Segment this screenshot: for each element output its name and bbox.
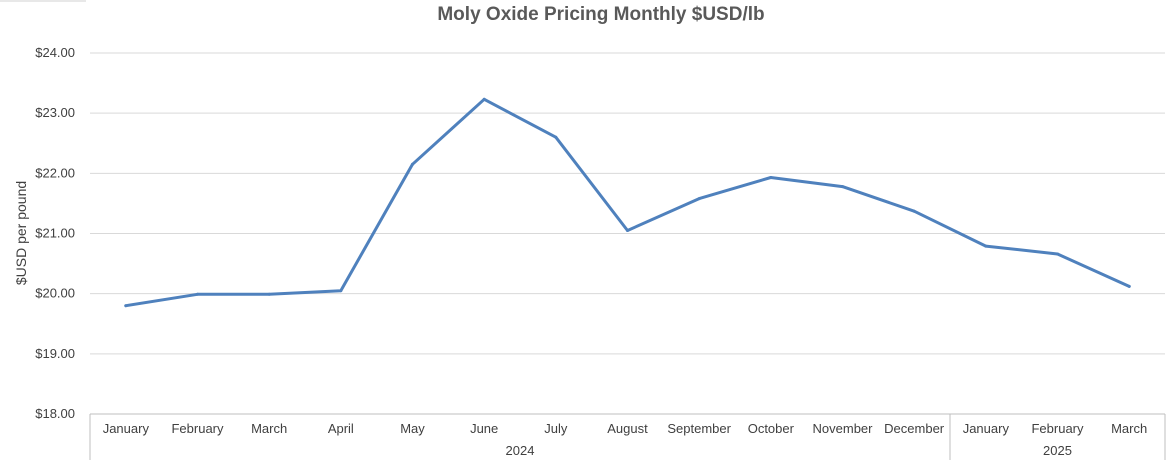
x-tick-label: January xyxy=(103,421,150,436)
y-tick-label: $20.00 xyxy=(35,286,75,301)
data-point xyxy=(411,162,414,166)
y-axis-title: $USD per pound xyxy=(13,181,29,285)
x-tick-label: July xyxy=(544,421,568,436)
data-point xyxy=(196,292,199,296)
x-tick-label: March xyxy=(251,421,287,436)
data-point xyxy=(267,292,271,296)
x-tick-label: April xyxy=(328,421,354,436)
data-point xyxy=(626,229,629,232)
x-tick-label: September xyxy=(667,421,731,436)
data-point xyxy=(769,176,773,179)
data-point xyxy=(1056,252,1059,256)
series-layer xyxy=(124,97,1131,308)
x-tick-label: November xyxy=(813,421,874,436)
x-group-label: 2024 xyxy=(506,443,535,458)
x-tick-label: August xyxy=(607,421,648,436)
x-tick-label: October xyxy=(748,421,795,436)
x-tick-label: February xyxy=(1031,421,1084,436)
data-point xyxy=(339,289,343,293)
y-tick-label: $22.00 xyxy=(35,165,75,180)
x-axis: January February March April May June July Augu… xyxy=(89,413,1166,460)
data-point xyxy=(554,135,558,139)
y-tick-label: $21.00 xyxy=(35,226,75,241)
data-point xyxy=(124,304,128,308)
chart-title: Moly Oxide Pricing Monthly $USD/lb xyxy=(437,4,764,25)
data-point xyxy=(984,244,988,248)
y-tick-label: $18.00 xyxy=(35,406,75,421)
x-tick-label: December xyxy=(884,421,945,436)
gridlines xyxy=(90,52,1165,355)
x-tick-label: February xyxy=(171,421,224,436)
series-line xyxy=(124,97,1131,308)
x-tick-label: March xyxy=(1111,421,1147,436)
data-point xyxy=(697,197,701,201)
x-tick-label: June xyxy=(470,421,498,436)
data-point xyxy=(841,185,844,189)
data-point xyxy=(912,209,916,213)
y-tick-label: $24.00 xyxy=(35,45,75,60)
data-point xyxy=(1127,284,1131,288)
x-tick-label: May xyxy=(400,421,425,436)
y-axis-ticks: $18.00 $19.00 $20.00 $21.00 $22.00 $23.00 $24.… xyxy=(35,45,75,421)
y-tick-label: $23.00 xyxy=(35,105,75,120)
x-group-label: 2025 xyxy=(1043,443,1072,458)
x-tick-label: January xyxy=(963,421,1010,436)
y-tick-label: $19.00 xyxy=(35,346,75,361)
data-point xyxy=(482,97,486,101)
